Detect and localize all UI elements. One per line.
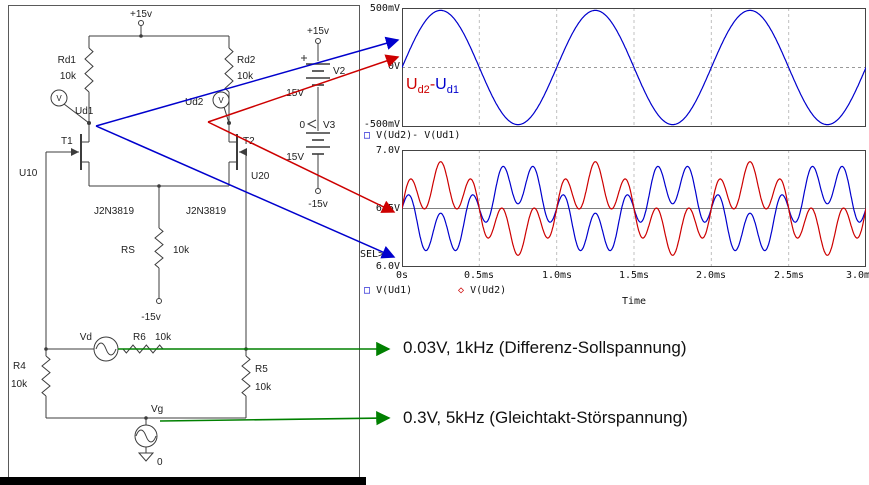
voltmeter-ud2: V [212,91,230,109]
battery-v2 [301,55,330,86]
label-zero-mid: 0 [299,120,305,131]
resistor-rd1 [84,47,94,93]
label-rd1: Rd1 [58,55,77,66]
diamond-marker-icon: ◇ [458,285,465,296]
voltmeter-ud1: V [50,89,68,107]
battery-v3 [306,132,330,155]
voltmeter-ud1-label: V [56,94,62,103]
x-axis-title: Time [621,296,647,307]
label-r4: R4 [13,361,26,372]
label-jfet2: J2N3819 [186,206,226,217]
label-v3-value: 15V [286,152,304,163]
plot-diff-voltage [402,8,866,127]
node-dots [44,34,248,420]
supply-terminal-vcc-mid [315,38,321,44]
square-marker-icon: □ [364,130,371,141]
xtick-25ms: 2.5ms [773,270,805,281]
label-vd: Vd [80,332,92,343]
plot-node-voltages [402,150,866,267]
label-ud1: Ud1 [75,106,94,117]
label-rs-value: 10k [173,245,190,256]
resistor-r4 [41,355,51,397]
label-v2: V2 [333,66,346,77]
resistor-r6 [122,344,164,354]
sine-icon [95,342,117,356]
label-v3: V3 [323,120,336,131]
sel-indicator: SEL>> [360,249,391,260]
label-r6-value: 10k [155,332,172,343]
label-vee-mid: -15v [308,199,327,210]
v3-pointer-icon [306,119,317,129]
bottom-legend-ud2: ◇ V(Ud2) [458,285,507,296]
label-r4-value: 10k [11,379,28,390]
xtick-30ms: 3.0ms [845,270,869,281]
annotation-differential: 0.03V, 1kHz (Differenz-Sollspannung) [403,338,687,357]
jfet-t1-gate-arrow-icon [71,148,79,156]
voltmeter-ud2-label: V [218,96,224,105]
jfet-t2-gate-arrow-icon [239,148,247,156]
resistor-r5 [241,355,251,397]
xtick-15ms: 1.5ms [618,270,650,281]
top-legend-label: V(Ud2)- V(Ud1) [376,130,461,141]
label-rs: RS [121,245,135,256]
label-vg: Vg [151,404,163,415]
label-r6: R6 [133,332,146,343]
diff-trace-label: Ud2-Ud1 [406,76,459,97]
circuit-schematic: V V [11,9,346,468]
vg-source-symbol [134,424,158,448]
top-ytick-0v: 0V [387,61,400,72]
bot-ytick-7v: 7.0V [375,145,400,156]
top-ytick-m500mv: -500mV [363,119,400,130]
ground-icon [137,452,155,462]
label-v2-value: 15V [286,88,304,99]
bottom-black-bar [0,477,366,485]
vd-source-symbol [93,336,119,362]
resistor-rd2 [224,47,234,93]
label-gnd: 0 [157,457,163,468]
bot-ytick-6v: 6.0V [375,261,400,272]
label-rd2-value: 10k [237,71,254,82]
xtick-0s: 0s [395,270,409,281]
label-vcc-mid: +15v [307,26,329,37]
label-ud2: Ud2 [185,97,204,108]
xtick-20ms: 2.0ms [695,270,727,281]
supply-terminal-vee-mid [315,188,321,194]
xtick-05ms: 0.5ms [463,270,495,281]
label-t2: T2 [243,136,255,147]
label-rd2: Rd2 [237,55,256,66]
sine-icon [135,429,157,443]
circuit-panel: V V [8,5,360,480]
label-r5-value: 10k [255,382,272,393]
label-vee-rs: -15v [141,312,160,323]
top-ytick-500mv: 500mV [369,3,400,14]
label-u10: U10 [19,168,38,179]
label-u20: U20 [251,171,270,182]
label-vcc-top: +15v [130,9,152,20]
xtick-10ms: 1.0ms [541,270,573,281]
supply-terminal-vcc [138,20,144,26]
label-rd1-value: 10k [60,71,77,82]
annotation-commonmode: 0.3V, 5kHz (Gleichtakt-Störspannung) [403,408,688,427]
waveform-panel: 500mV 0V -500mV Ud2-Ud1 □ V(Ud2)- V(Ud1)… [356,0,869,312]
bot-ytick-65v: 6.5V [375,203,400,214]
top-legend: □ V(Ud2)- V(Ud1) [364,130,460,141]
supply-terminal-vee-rs [156,298,162,304]
square-marker-icon: □ [364,285,371,296]
label-t1: T1 [61,136,73,147]
label-jfet1: J2N3819 [94,206,134,217]
bottom-legend-ud1: □ V(Ud1) [364,285,413,296]
resistor-rs [154,227,164,269]
label-r5: R5 [255,364,268,375]
